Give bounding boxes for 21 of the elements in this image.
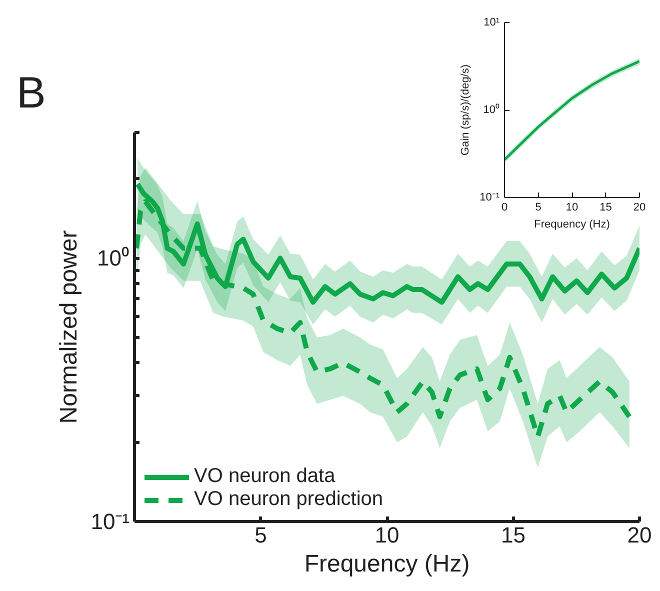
x-tick-label: 20 bbox=[627, 522, 652, 548]
y-axis-title: Gain (sp/s)/(deg/s) bbox=[460, 64, 472, 156]
y-tick-label: 10¹ bbox=[484, 16, 500, 28]
y-tick-label: 10⁻¹ bbox=[480, 192, 500, 204]
x-tick-label: 5 bbox=[254, 522, 267, 548]
x-tick-label: 10 bbox=[374, 522, 400, 548]
legend-label: VO neuron data bbox=[194, 465, 336, 488]
x-tick-label: 10 bbox=[566, 202, 578, 214]
y-tick-label: 10⁰ bbox=[483, 103, 500, 116]
y-tick-label: 10⁻¹ bbox=[90, 509, 130, 534]
x-tick-label: 20 bbox=[633, 202, 646, 214]
x-tick-label: 15 bbox=[501, 522, 526, 548]
y-axis-title: Normalized power bbox=[56, 230, 83, 424]
legend-label: VO neuron prediction bbox=[194, 488, 384, 511]
text: B bbox=[16, 68, 46, 118]
x-axis-title: Frequency (Hz) bbox=[534, 218, 610, 230]
x-tick-label: 5 bbox=[535, 202, 542, 214]
x-axis-title: Frequency (Hz) bbox=[304, 550, 470, 578]
x-tick-label: 15 bbox=[600, 202, 612, 214]
y-tick-label: 10⁰ bbox=[97, 246, 130, 271]
x-tick-label: 0 bbox=[501, 202, 508, 214]
